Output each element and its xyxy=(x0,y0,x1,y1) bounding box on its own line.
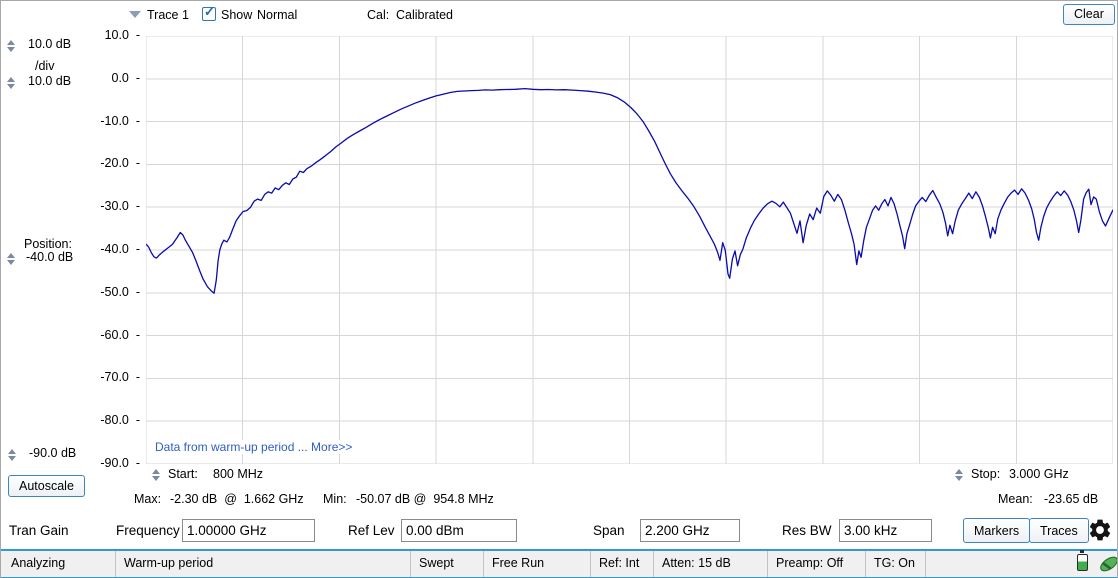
span-input[interactable] xyxy=(640,519,740,542)
status-sweep-mode: Swept xyxy=(411,551,484,577)
span-label: Span xyxy=(593,523,625,538)
clear-button[interactable]: Clear xyxy=(1063,4,1115,25)
status-ref: Ref: Int xyxy=(591,551,654,577)
markers-button[interactable]: Markers xyxy=(963,518,1031,543)
ref-lev-label: Ref Lev xyxy=(348,523,395,538)
y-axis-tick-label: -10.0 - xyxy=(100,113,140,128)
div-spinner-icon[interactable] xyxy=(7,77,16,89)
y-axis-tick-label: -20.0 - xyxy=(100,156,140,171)
control-bar: Tran Gain Frequency Ref Lev Span Res BW … xyxy=(1,512,1117,549)
status-bar: Analyzing Warm-up period Swept Free Run … xyxy=(1,549,1117,578)
y-axis-tick-label: 10.0 - xyxy=(104,28,140,42)
y-axis-tick-label: -60.0 - xyxy=(100,327,140,342)
y-axis-tick-label: -80.0 - xyxy=(100,413,140,428)
cal-label: Cal: xyxy=(367,8,390,22)
bottom-level-value[interactable]: -90.0 dB xyxy=(29,446,77,460)
autoscale-button[interactable]: Autoscale xyxy=(8,475,85,497)
res-bw-input[interactable] xyxy=(839,519,932,542)
y-axis-labels: 10.0 - 0.0 - -10.0 - -20.0 - -30.0 - -40.0 - -… xyxy=(1,28,142,470)
status-preamp: Preamp: Off xyxy=(768,551,866,577)
position-spinner-icon[interactable] xyxy=(7,253,16,265)
stop-label: Stop: xyxy=(971,467,1001,481)
trace-selector[interactable]: Trace 1 xyxy=(147,8,189,22)
min-value: -50.07 dB @ 954.8 MHz xyxy=(356,492,494,506)
status-message: Warm-up period xyxy=(116,551,411,577)
res-bw-label: Res BW xyxy=(782,523,832,538)
usb-device-icon xyxy=(1097,554,1117,577)
start-spinner-icon[interactable] xyxy=(152,469,161,481)
ref-level-value[interactable]: 10.0 dB xyxy=(28,37,72,51)
stop-value[interactable]: 3.000 GHz xyxy=(1009,467,1069,481)
trace-dropdown-icon[interactable] xyxy=(129,11,141,18)
settings-gear-icon[interactable] xyxy=(1087,517,1113,543)
battery-icon xyxy=(1077,550,1088,571)
div-value[interactable]: 10.0 dB xyxy=(28,74,72,88)
status-atten: Atten: 15 dB xyxy=(654,551,768,577)
status-tg: TG: On xyxy=(866,551,926,577)
ref-lev-input[interactable] xyxy=(401,519,517,542)
show-checkbox[interactable]: ✓ xyxy=(202,4,216,21)
y-axis-tick-label: 0.0 - xyxy=(111,70,141,85)
position-label: Position: xyxy=(24,237,72,251)
min-label: Min: xyxy=(323,492,347,506)
status-state: Analyzing xyxy=(3,551,116,577)
show-label: Show xyxy=(221,8,253,22)
y-axis-tick-label: -30.0 - xyxy=(100,199,140,214)
y-axis-tick-label: -40.0 - xyxy=(100,242,140,256)
mean-value: -23.65 dB xyxy=(1044,492,1099,506)
stop-spinner-icon[interactable] xyxy=(955,469,964,481)
start-value[interactable]: 800 MHz xyxy=(213,467,264,481)
max-label: Max: xyxy=(134,492,162,506)
div-label: /div xyxy=(35,59,55,73)
frequency-label: Frequency xyxy=(116,523,180,538)
trace-type-selector[interactable]: Normal xyxy=(257,8,298,22)
max-value: -2.30 dB @ 1.662 GHz xyxy=(170,492,304,506)
y-axis-tick-label: -90.0 - xyxy=(100,456,140,470)
warmup-message-link[interactable]: Data from warm-up period ... More>> xyxy=(152,440,356,454)
frequency-input[interactable] xyxy=(182,519,315,542)
cal-value: Calibrated xyxy=(396,8,453,22)
y-axis-tick-label: -50.0 - xyxy=(100,284,140,299)
status-trigger: Free Run xyxy=(484,551,591,577)
plot-canvas[interactable] xyxy=(146,36,1113,464)
position-value[interactable]: -40.0 dB xyxy=(26,250,74,264)
start-label: Start: xyxy=(168,467,198,481)
traces-button[interactable]: Traces xyxy=(1029,518,1089,543)
y-axis-tick-label: -70.0 - xyxy=(100,370,140,385)
ref-level-spinner-icon[interactable] xyxy=(7,40,16,52)
mean-label: Mean: xyxy=(998,492,1033,506)
check-icon: ✓ xyxy=(204,4,215,19)
bottom-level-spinner-icon[interactable] xyxy=(8,449,17,461)
measurement-mode-label: Tran Gain xyxy=(9,523,69,538)
